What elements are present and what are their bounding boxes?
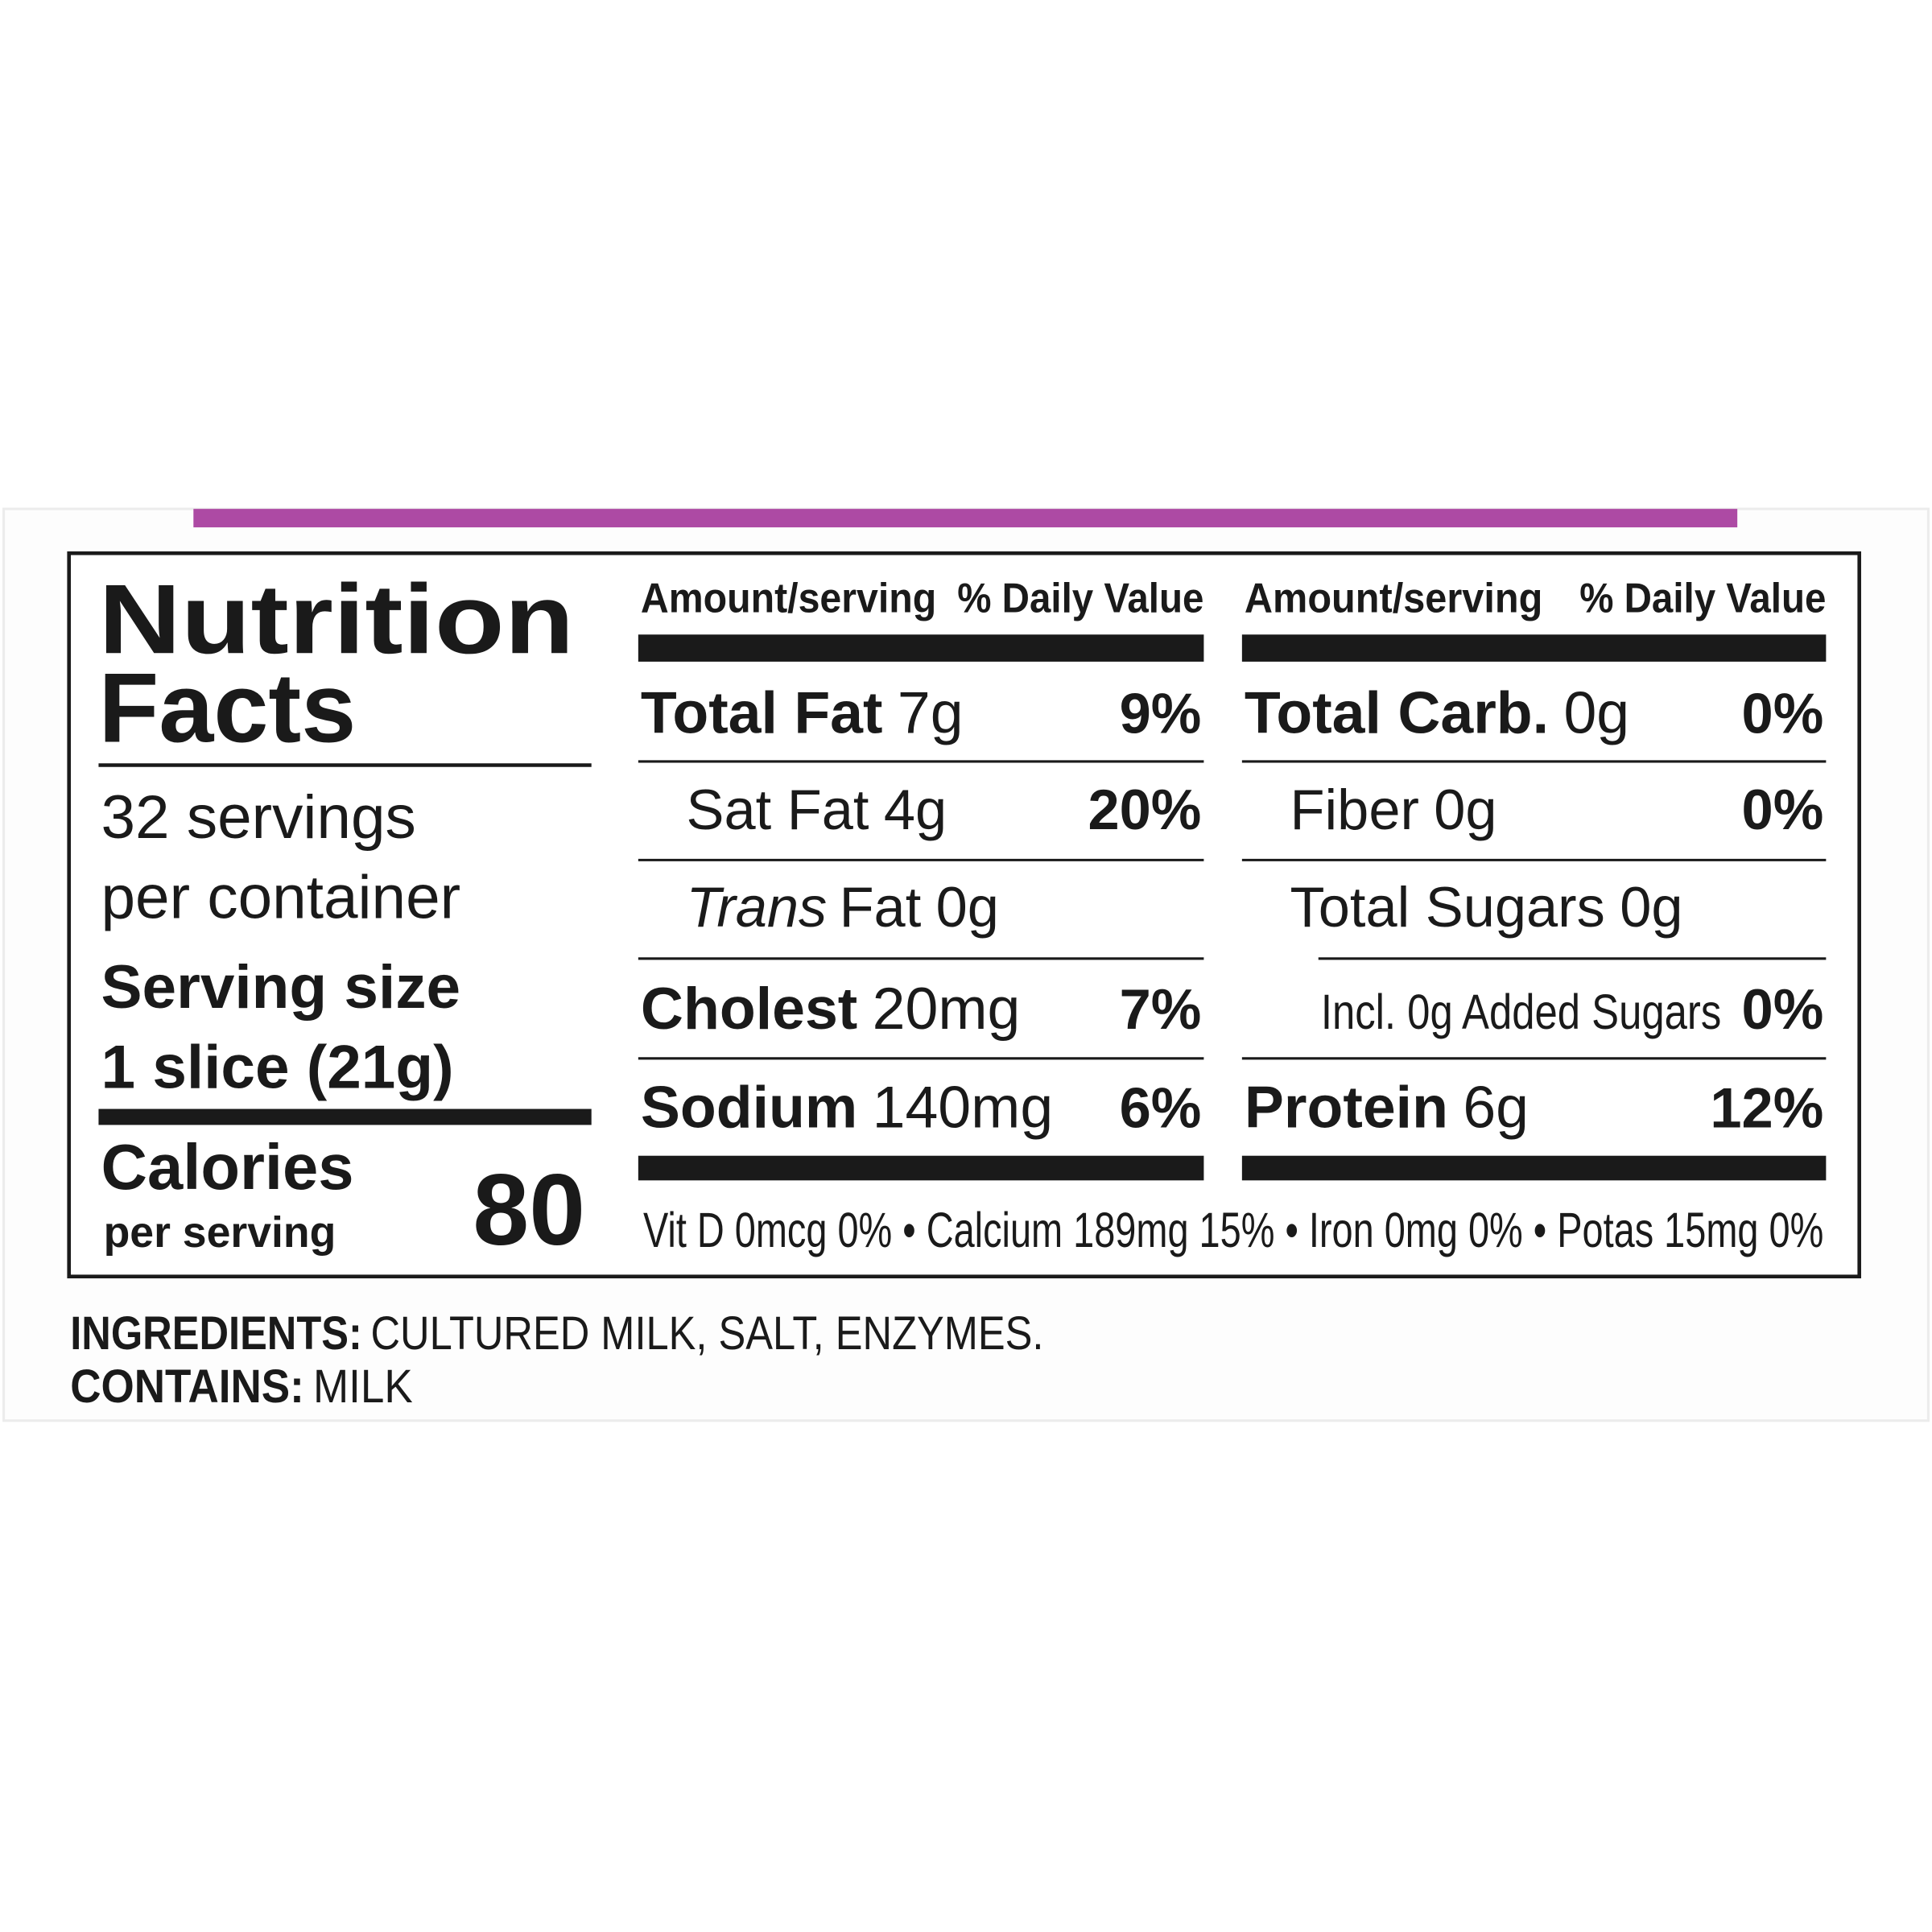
nutrient-row: Fiber 0g [1290, 778, 1497, 841]
daily-value: 9% [1120, 682, 1202, 745]
thick-rule [638, 1155, 1204, 1181]
header-amount: Amount/serving [641, 576, 936, 622]
nutrient-amount: 20mg [873, 975, 1021, 1042]
contains-label: CONTAINS: [70, 1360, 304, 1413]
nutrient-row: Sodium 140mg [641, 1074, 1053, 1141]
vitamins: Vit D 0mcg 0% • Calcium 189mg 15% • Iron… [643, 1203, 1823, 1257]
purple-strip [193, 509, 1738, 528]
daily-value: 0% [1742, 682, 1824, 745]
nutrient-amount: 7g [898, 679, 964, 746]
servings: 32 servings [101, 783, 416, 852]
header-amount: Amount/serving [1245, 576, 1542, 622]
nutrient-name: Sat Fat [687, 778, 869, 841]
nutrient-name: Fiber [1290, 778, 1419, 841]
nutrient-name: Incl. 0g Added Sugars [1321, 985, 1721, 1039]
nutrient-name: Sodium [641, 1074, 857, 1141]
thick-rule [98, 1108, 592, 1125]
nutrient-row: Cholest 20mg [641, 975, 1020, 1042]
nutrient-name: Total Carb. [1245, 679, 1549, 746]
thick-rule [638, 634, 1204, 662]
nutrient-row: Trans Fat 0g [687, 875, 999, 939]
ingredients-label: INGREDIENTS: [70, 1307, 362, 1360]
daily-value: 0% [1742, 778, 1824, 841]
nutrient-name: Total Sugars [1290, 875, 1605, 939]
nutrient-amount: 0g [1434, 778, 1496, 841]
calories-sublabel: per serving [104, 1209, 336, 1257]
serving-size-value: 1 slice (21g) [101, 1034, 454, 1102]
contains-text: MILK [313, 1360, 413, 1413]
calories-label: Calories [101, 1131, 354, 1203]
daily-value: 12% [1710, 1076, 1823, 1140]
serving-size-label: Serving size [101, 953, 461, 1022]
nutrient-name: Fat [840, 875, 922, 939]
header-dv: % Daily Value [1579, 576, 1826, 622]
nutrient-name: Total Fat [641, 679, 883, 746]
nutrient-row: Protein 6g [1245, 1074, 1529, 1141]
nutrient-amount: 4g [884, 778, 947, 841]
nutrient-row: Incl. 0g Added Sugars [1321, 985, 1721, 1039]
title: Nutrition [98, 564, 574, 674]
nutrient-amount: 140mg [873, 1074, 1054, 1141]
nutrient-amount: 0g [936, 875, 999, 939]
nutrient-amount: 0g [1620, 875, 1682, 939]
nutrient-row: Total Carb. 0g [1245, 679, 1629, 746]
nutrient-amount: 6g [1463, 1074, 1529, 1141]
daily-value: 20% [1088, 778, 1201, 841]
ingredients: INGREDIENTS:CULTURED MILK, SALT, ENZYMES… [70, 1307, 1043, 1360]
header-dv: % Daily Value [957, 576, 1203, 622]
nutrient-name: Protein [1245, 1074, 1448, 1141]
nutrient-row: Total Sugars 0g [1290, 875, 1683, 939]
thick-rule [1241, 1155, 1827, 1181]
calories-value: 80 [473, 1153, 585, 1266]
servings: per container [101, 863, 461, 931]
thick-rule [1241, 634, 1827, 662]
nutrient-amount: 0g [1563, 679, 1629, 746]
daily-value: 0% [1742, 977, 1824, 1041]
contains: CONTAINS:MILK [70, 1360, 413, 1413]
title: Facts [98, 652, 356, 762]
ingredients-text: CULTURED MILK, SALT, ENZYMES. [371, 1307, 1044, 1360]
nutrient-name: Cholest [641, 975, 857, 1042]
nutrient-row: Sat Fat 4g [687, 778, 947, 841]
nutrient-name-italic: Trans [687, 875, 828, 939]
nutrient-row: Total Fat 7g [641, 679, 964, 746]
daily-value: 6% [1120, 1076, 1202, 1140]
daily-value: 7% [1120, 977, 1202, 1041]
